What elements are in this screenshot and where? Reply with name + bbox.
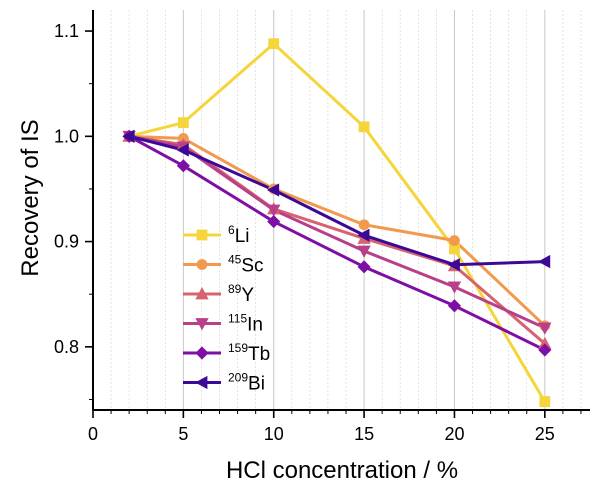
data-point-li [177,117,189,129]
x-tick-label: 0 [88,424,98,444]
data-point-sc [358,219,370,231]
x-tick-label: 20 [444,424,464,444]
data-point-bi [266,183,280,197]
data-point-bi [447,258,460,272]
x-tick-label: 25 [535,424,555,444]
legend-swatch-marker [196,259,208,270]
legend-label: 45Sc [228,253,264,277]
data-point-tb [176,159,190,173]
y-tick-label: 1.0 [54,126,79,146]
data-point-in [447,281,462,294]
data-point-in [357,245,371,258]
x-tick-label: 10 [264,424,284,444]
data-point-tb [447,299,462,313]
x-tick-labels: 0 5 10 15 20 25 [88,424,555,444]
legend-item-li: 6Li [183,223,249,247]
series-line-bi [128,134,545,267]
y-tick-label: 0.9 [54,232,79,252]
series-line-li [128,42,547,403]
x-axis-title: HCl concentration / % [226,457,458,484]
series-markers [122,38,552,407]
series-line-sc [129,134,546,327]
legend: 6Li 45Sc 89Y 115In 159Tb 209Bi [183,223,270,395]
x-tick-label: 15 [354,424,374,444]
data-point-bi [122,129,135,143]
legend-item-tb: 159Tb [183,341,270,365]
legend-swatch-marker [195,375,208,390]
data-point-in [267,204,281,217]
legend-item-sc: 45Sc [183,253,264,277]
x-tick-label: 5 [178,424,188,444]
legend-swatch-marker [196,229,208,241]
axes [85,10,590,418]
series-line-y [128,134,546,345]
legend-label: 6Li [228,223,249,247]
data-point-in [538,322,552,335]
data-point-tb [357,260,371,274]
data-point-sc [449,235,460,246]
data-point-bi [176,143,189,157]
legend-item-bi: 209Bi [183,371,265,395]
series-line-in [128,134,546,330]
legend-swatch-marker [195,318,209,331]
legend-swatch-marker [195,287,209,300]
legend-label: 89Y [228,282,254,306]
legend-item-y: 89Y [183,282,254,306]
y-tick-labels: 0.8 0.9 1.0 1.1 [54,21,79,357]
data-point-bi [357,228,370,242]
legend-label: 159Tb [228,341,270,365]
y-tick-label: 1.1 [54,21,79,41]
legend-swatch-marker [195,346,209,360]
y-tick-label: 0.8 [54,337,79,357]
data-point-li [539,396,551,407]
data-point-tb [538,343,552,357]
data-point-tb [267,215,281,229]
series-lines [128,42,547,403]
data-point-li [268,38,280,50]
series-line-tb [128,134,546,352]
y-axis-title: Recovery of IS [17,119,44,276]
data-point-bi [537,254,551,269]
legend-label: 115In [228,312,263,336]
minor-gridlines [110,10,582,410]
legend-label: 209Bi [228,371,265,395]
data-point-li [358,121,370,133]
legend-item-in: 115In [183,312,263,336]
